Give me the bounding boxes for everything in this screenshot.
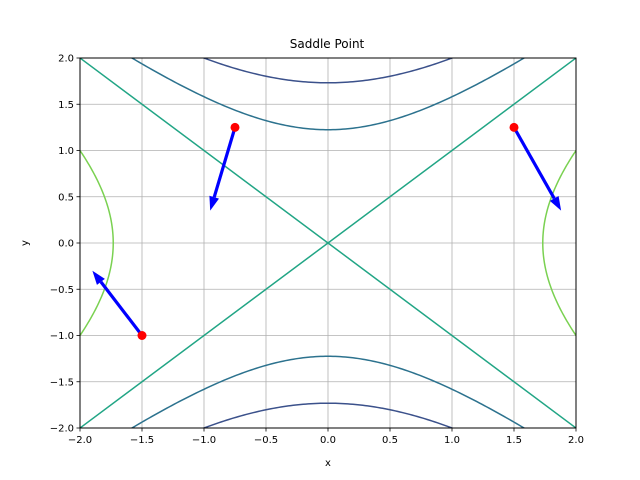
x-tick-label: −2.0: [68, 435, 92, 446]
x-tick-label: −1.0: [192, 435, 216, 446]
y-tick-label: −1.5: [50, 377, 74, 388]
arrow-shaft: [99, 280, 144, 337]
x-tick-label: 1.5: [506, 435, 522, 446]
arrow-shaft: [212, 126, 237, 198]
x-tick-label: 2.0: [568, 435, 584, 446]
contour-line: [80, 149, 114, 337]
y-tick-label: 1.0: [58, 146, 74, 157]
arrow-head: [209, 195, 219, 211]
x-tick-label: 1.0: [444, 435, 460, 446]
x-tick-label: 0.0: [320, 435, 336, 446]
y-tick-label: 0.5: [58, 192, 74, 203]
sample-point: [137, 331, 147, 340]
y-tick-label: −2.0: [50, 424, 74, 435]
gradient-arrow: [92, 270, 144, 337]
contour-line: [542, 149, 576, 337]
y-tick-label: 2.0: [58, 54, 74, 65]
y-axis-label: y: [20, 240, 31, 246]
gradient-arrows: [92, 126, 562, 337]
y-tick-label: 0.0: [58, 239, 74, 250]
x-tick-label: −1.5: [130, 435, 154, 446]
gradient-arrow: [512, 126, 562, 211]
chart-title: Saddle Point: [290, 37, 365, 51]
contour-line: [201, 58, 455, 84]
contour-line: [130, 58, 526, 131]
x-tick-label: 0.5: [382, 435, 398, 446]
x-axis-ticks: −2.0 −1.5 −1.0 −0.5 0.0 0.5 1.0 1.5 2.0: [68, 428, 584, 446]
sample-point: [230, 122, 240, 132]
sample-point: [509, 122, 519, 132]
arrow-head: [92, 270, 105, 285]
y-tick-label: 1.5: [58, 100, 74, 111]
gradient-arrow: [209, 126, 237, 211]
contour-line: [80, 58, 576, 428]
y-tick-label: −1.0: [50, 331, 74, 342]
arrow-head: [549, 195, 562, 211]
contour-line: [130, 355, 526, 428]
arrow-shaft: [512, 126, 556, 200]
x-tick-label: −0.5: [254, 435, 278, 446]
contour-line: [201, 402, 455, 428]
x-axis-label: x: [325, 458, 331, 469]
y-axis-ticks: −2.0 −1.5 −1.0 −0.5 0.0 0.5 1.0 1.5 2.0: [50, 54, 80, 435]
sample-points: [137, 122, 519, 340]
y-tick-label: −0.5: [50, 285, 74, 296]
